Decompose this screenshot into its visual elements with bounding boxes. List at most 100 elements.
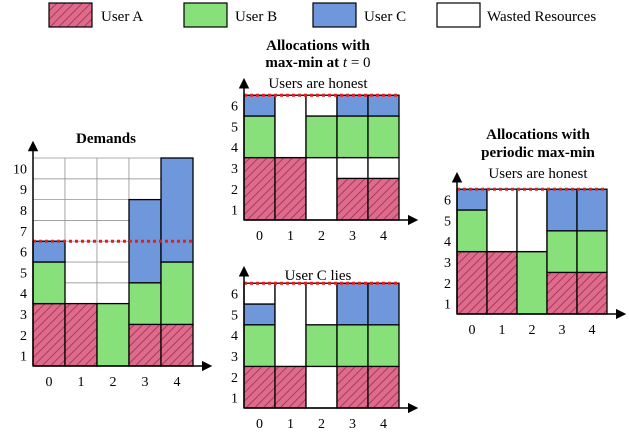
- y-tick-label: 10: [13, 162, 27, 177]
- x-tick-label: 4: [174, 375, 181, 390]
- grid-cell: [96, 199, 130, 221]
- y-tick-label: 5: [20, 266, 27, 281]
- grid-cell: [64, 282, 98, 304]
- y-tick-label: 3: [231, 350, 238, 365]
- chart-subtitle: User C lies: [285, 268, 352, 284]
- bar-segment-user-c: [367, 282, 400, 326]
- bar-segment-user-b: [243, 324, 276, 368]
- bar-segment-wasted: [305, 94, 338, 117]
- x-tick-label: 4: [380, 229, 387, 244]
- bar-segment-user-a: [367, 177, 400, 221]
- bar-segment-user-b: [336, 115, 369, 159]
- x-tick-label: 2: [318, 229, 325, 244]
- y-tick-label: 2: [231, 371, 238, 386]
- bar-segment-user-c: [456, 188, 488, 211]
- legend-item-user-a: User A: [48, 2, 143, 28]
- bar-segment-user-b: [96, 302, 130, 367]
- x-tick-label: 4: [589, 323, 596, 338]
- bar-segment-user-a: [576, 271, 608, 315]
- bar-segment-user-a: [243, 365, 276, 409]
- y-tick-label: 4: [231, 329, 238, 344]
- bar-column-2: [305, 94, 338, 221]
- grid-cell: [32, 219, 66, 242]
- x-tick-label: 2: [529, 323, 536, 338]
- bar-column-4: [367, 282, 400, 409]
- y-tick-label: 3: [444, 256, 451, 271]
- bar-segment-user-a: [128, 323, 162, 367]
- x-tick-label: 3: [559, 323, 566, 338]
- chart-periodic-maxmin: Allocations with periodic max-min Users …: [444, 127, 627, 338]
- bar-segment-wasted: [305, 282, 338, 326]
- grid-cell: [32, 178, 66, 201]
- grid-cell: [128, 178, 162, 201]
- grid-cell: [32, 157, 66, 180]
- bar-segment-user-b: [32, 261, 66, 305]
- chart-title-line-1: Allocations with: [486, 127, 590, 143]
- x-tick-label: 0: [469, 323, 476, 338]
- chart-subtitle: Users are honest: [268, 76, 368, 92]
- bar-segment-user-a: [160, 323, 194, 367]
- y-tick-label: 4: [20, 287, 27, 302]
- bar-segment-user-c: [243, 94, 276, 117]
- legend-item-user-c: User C: [312, 2, 406, 28]
- y-tick-label: 2: [20, 329, 27, 344]
- bar-segment-wasted: [516, 188, 548, 253]
- y-tick-label: 1: [231, 204, 238, 219]
- bar-segment-user-c: [546, 188, 578, 232]
- bar-segment-wasted: [274, 94, 307, 159]
- bar-column-3: [336, 282, 369, 409]
- legend-item-wasted: Wasted Resources: [436, 2, 596, 28]
- y-tick-label: 1: [20, 350, 27, 365]
- grid-cell: [96, 261, 130, 284]
- chart-maxmin-c-lies: User C lies 1 2 3 4 5 6 0 1 2 3 4: [231, 265, 419, 432]
- x-tick-label: 4: [380, 417, 387, 432]
- bar-segment-user-b: [243, 115, 276, 159]
- y-tick-label: 5: [444, 214, 451, 229]
- bar-column-4: [576, 188, 608, 315]
- bar-column-0: [456, 188, 488, 315]
- bar-column-2: [96, 302, 130, 367]
- bar-column-3: [336, 94, 369, 221]
- x-tick-label: 0: [46, 375, 53, 390]
- bar-column-4: [367, 94, 400, 221]
- bar-segment-user-c: [128, 198, 162, 284]
- y-tick-label: 7: [20, 225, 27, 240]
- bar-segment-user-a: [274, 156, 307, 221]
- x-tick-label: 2: [318, 417, 325, 432]
- x-tick-label: 1: [499, 323, 506, 338]
- bar-column-3: [128, 198, 162, 367]
- bar-segment-user-a: [486, 250, 518, 315]
- bar-segment-wasted: [305, 365, 338, 409]
- y-tick-label: 3: [231, 162, 238, 177]
- grid-cell: [96, 240, 130, 263]
- y-tick-label: 6: [20, 246, 27, 261]
- bar-segment-wasted: [243, 282, 276, 305]
- bar-segment-user-b: [367, 115, 400, 159]
- x-tick-label: 1: [78, 375, 85, 390]
- bar-segment-user-a: [546, 271, 578, 315]
- legend-swatch-wasted: [436, 2, 481, 28]
- chart-maxmin-honest: Allocations with max-min at t = 0 Users …: [231, 38, 419, 244]
- x-tick-label: 1: [287, 229, 294, 244]
- bar-column-1: [486, 188, 518, 315]
- bar-segment-user-a: [336, 177, 369, 221]
- grid-cell: [128, 157, 162, 180]
- bar-segment-user-c: [336, 282, 369, 326]
- legend-label-wasted: Wasted Resources: [487, 9, 596, 25]
- y-tick-label: 5: [231, 308, 238, 323]
- x-tick-label: 1: [287, 417, 294, 432]
- bar-column-3: [546, 188, 578, 315]
- bar-column-0: [32, 240, 66, 367]
- y-tick-label: 2: [231, 183, 238, 198]
- bar-segment-user-a: [367, 365, 400, 409]
- chart-title: Demands: [76, 131, 136, 147]
- x-tick-label: 0: [256, 417, 263, 432]
- grid-cell: [64, 178, 98, 201]
- bar-segment-user-b: [305, 115, 338, 159]
- y-tick-label: 6: [231, 100, 238, 115]
- chart-demands: Demands 1 2 3 4 5 6 7 8 9 10 0 1 2 3 4: [13, 131, 213, 390]
- bar-segment-user-b: [456, 209, 488, 253]
- y-tick-label: 2: [444, 277, 451, 292]
- grid-cell: [64, 199, 98, 221]
- bar-segment-user-b: [128, 282, 162, 326]
